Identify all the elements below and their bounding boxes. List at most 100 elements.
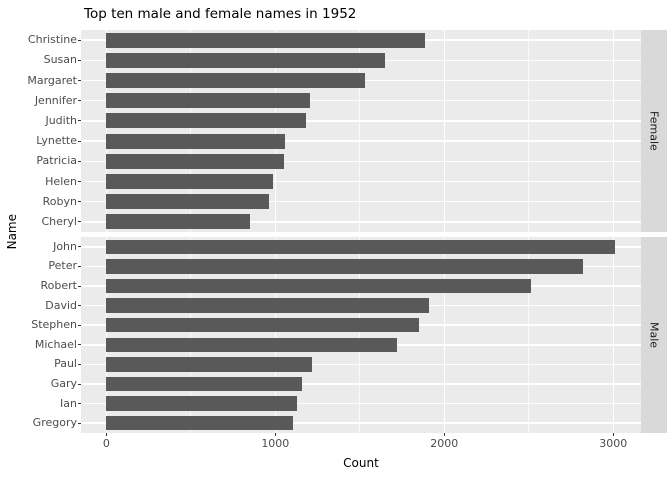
- y-tick-mark: [78, 383, 81, 385]
- h-gridline: [81, 383, 641, 385]
- h-gridline: [81, 99, 641, 102]
- h-gridline: [81, 160, 641, 163]
- v-gridline-major: [612, 30, 615, 232]
- bar-gary: [106, 376, 303, 392]
- x-tick-mark: [443, 433, 445, 436]
- y-tick-mark: [78, 422, 81, 424]
- v-gridline-major: [612, 237, 615, 433]
- y-tick-mark: [78, 363, 81, 365]
- y-tick-mark: [78, 80, 81, 81]
- facet-strip-label: Female: [647, 111, 661, 151]
- facet-panel-male: [81, 237, 641, 433]
- h-gridline: [81, 221, 641, 223]
- x-tick-mark: [274, 433, 276, 436]
- y-tick-mark: [78, 181, 81, 182]
- y-tick-label-david: David: [45, 298, 77, 312]
- y-tick-mark: [78, 201, 81, 203]
- h-gridline: [81, 363, 641, 366]
- bar-john: [106, 239, 615, 255]
- y-tick-label-robyn: Robyn: [42, 194, 77, 208]
- y-tick-mark: [78, 59, 81, 61]
- y-tick-mark: [78, 344, 81, 346]
- h-gridline: [81, 180, 641, 183]
- y-tick-mark: [78, 324, 81, 326]
- bar-robert: [106, 278, 532, 294]
- bar-michael: [106, 337, 397, 353]
- v-gridline-minor: [359, 237, 361, 433]
- y-tick-mark: [78, 285, 81, 287]
- y-tick-label-lynette: Lynette: [36, 134, 77, 148]
- y-tick-label-patricia: Patricia: [36, 154, 77, 168]
- y-tick-mark: [78, 100, 81, 102]
- bar-gregory: [106, 415, 294, 431]
- y-tick-mark: [78, 160, 81, 162]
- v-gridline-major: [105, 30, 108, 232]
- x-tick-mark: [105, 433, 107, 436]
- bar-patricia: [106, 153, 284, 169]
- y-tick-label-christine: Christine: [27, 33, 77, 47]
- bar-judith: [106, 113, 306, 129]
- y-tick-mark: [78, 39, 81, 41]
- h-gridline: [81, 120, 641, 122]
- y-tick-label-ian: Ian: [60, 396, 77, 410]
- h-gridline: [81, 200, 641, 203]
- h-gridline: [81, 140, 641, 142]
- y-tick-label-stephen: Stephen: [31, 318, 77, 332]
- y-tick-label-jennifer: Jennifer: [34, 93, 77, 107]
- v-gridline-major: [274, 237, 277, 433]
- bar-david: [106, 298, 430, 313]
- v-gridline-minor: [190, 30, 192, 232]
- y-tick-label-paul: Paul: [54, 357, 77, 371]
- x-tick-label-2000: 2000: [430, 437, 459, 450]
- bar-christine: [106, 32, 425, 48]
- facet-strip-label: Male: [647, 321, 661, 349]
- bar-jennifer: [106, 93, 310, 109]
- bar-robyn: [106, 194, 270, 210]
- v-gridline-major: [443, 30, 446, 232]
- h-gridline: [81, 422, 641, 424]
- bar-lynette: [106, 133, 285, 149]
- v-gridline-minor: [359, 30, 361, 232]
- y-tick-label-cheryl: Cheryl: [41, 214, 77, 228]
- v-gridline-minor: [190, 237, 192, 433]
- bar-helen: [106, 174, 273, 189]
- facet-strip-female: Female: [641, 30, 667, 232]
- y-tick-label-john: John: [53, 239, 77, 253]
- y-tick-mark: [78, 120, 81, 122]
- y-tick-label-judith: Judith: [45, 113, 77, 127]
- y-tick-label-helen: Helen: [45, 174, 77, 188]
- v-gridline-minor: [528, 237, 530, 433]
- chart-title: Top ten male and female names in 1952: [84, 6, 357, 22]
- y-tick-label-peter: Peter: [48, 259, 77, 273]
- y-tick-mark: [78, 246, 81, 248]
- y-tick-label-margaret: Margaret: [27, 73, 77, 87]
- y-tick-label-gary: Gary: [50, 377, 77, 390]
- facet-strip-male: Male: [641, 237, 667, 433]
- y-tick-label-gregory: Gregory: [32, 416, 77, 430]
- y-axis-title: Name: [2, 30, 22, 433]
- y-tick-label-robert: Robert: [40, 279, 77, 292]
- y-tick-mark: [78, 305, 81, 307]
- bar-ian: [106, 396, 298, 411]
- h-gridline: [81, 402, 641, 405]
- y-tick-mark: [78, 265, 81, 267]
- y-tick-label-susan: Susan: [43, 53, 77, 67]
- bar-paul: [106, 357, 313, 372]
- y-tick-label-michael: Michael: [34, 337, 77, 351]
- v-gridline-major: [105, 237, 108, 433]
- bar-stephen: [106, 317, 419, 333]
- x-tick-label-3000: 3000: [599, 437, 628, 450]
- bar-susan: [106, 52, 386, 68]
- bar-peter: [106, 259, 583, 274]
- facet-panel-female: [81, 30, 641, 232]
- y-tick-mark: [78, 221, 81, 223]
- x-tick-label-0: 0: [102, 437, 110, 450]
- v-gridline-minor: [528, 30, 530, 232]
- bar-cheryl: [106, 214, 250, 230]
- x-tick-mark: [612, 433, 614, 436]
- x-axis-title: Count: [343, 456, 379, 470]
- x-tick-label-1000: 1000: [261, 437, 290, 450]
- v-gridline-major: [274, 30, 277, 232]
- y-tick-mark: [78, 140, 81, 142]
